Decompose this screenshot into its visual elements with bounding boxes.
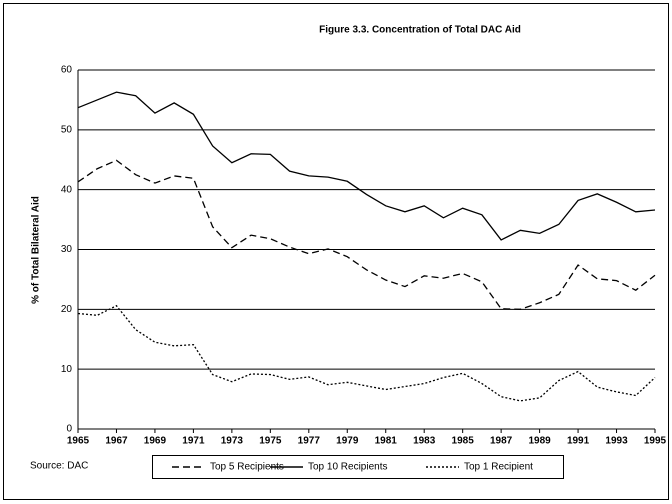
chart-frame [3,3,669,500]
y-tick-label: 50 [61,124,73,135]
y-axis-label: % of Total Bilateral Aid [31,196,42,304]
x-tick-label: 1969 [144,436,167,447]
x-tick-label: 1993 [605,436,628,447]
y-tick-label: 0 [66,424,72,435]
x-tick-label: 1981 [375,436,398,447]
x-tick-label: 1975 [259,436,282,447]
x-tick-label: 1971 [182,436,205,447]
x-tick-label: 1967 [105,436,128,447]
x-tick-label: 1977 [298,436,321,447]
y-tick-label: 10 [61,364,73,375]
y-tick-label: 20 [61,304,73,315]
x-tick-label: 1983 [413,436,436,447]
y-tick-label: 30 [61,244,73,255]
series-line [77,159,656,310]
x-tick-label: 1979 [336,436,359,447]
legend-label: Top 1 Recipient [464,462,533,473]
source-note: Source: DAC [30,461,88,472]
legend-label: Top 10 Recipients [308,462,388,473]
x-tick-label: 1965 [67,436,90,447]
series-line [77,304,656,402]
x-tick-label: 1991 [567,436,590,447]
legend [152,455,564,479]
series-line [77,91,656,241]
legend-label: Top 5 Recipients [210,462,284,473]
x-tick-label: 1985 [452,436,475,447]
chart-title: Figure 3.3. Concentration of Total DAC A… [319,25,521,36]
x-tick-label: 1973 [221,436,244,447]
y-tick-label: 60 [61,65,73,76]
y-tick-label: 40 [61,184,73,195]
x-tick-label: 1989 [528,436,551,447]
x-tick-label: 1987 [490,436,513,447]
x-tick-label: 1995 [644,436,667,447]
